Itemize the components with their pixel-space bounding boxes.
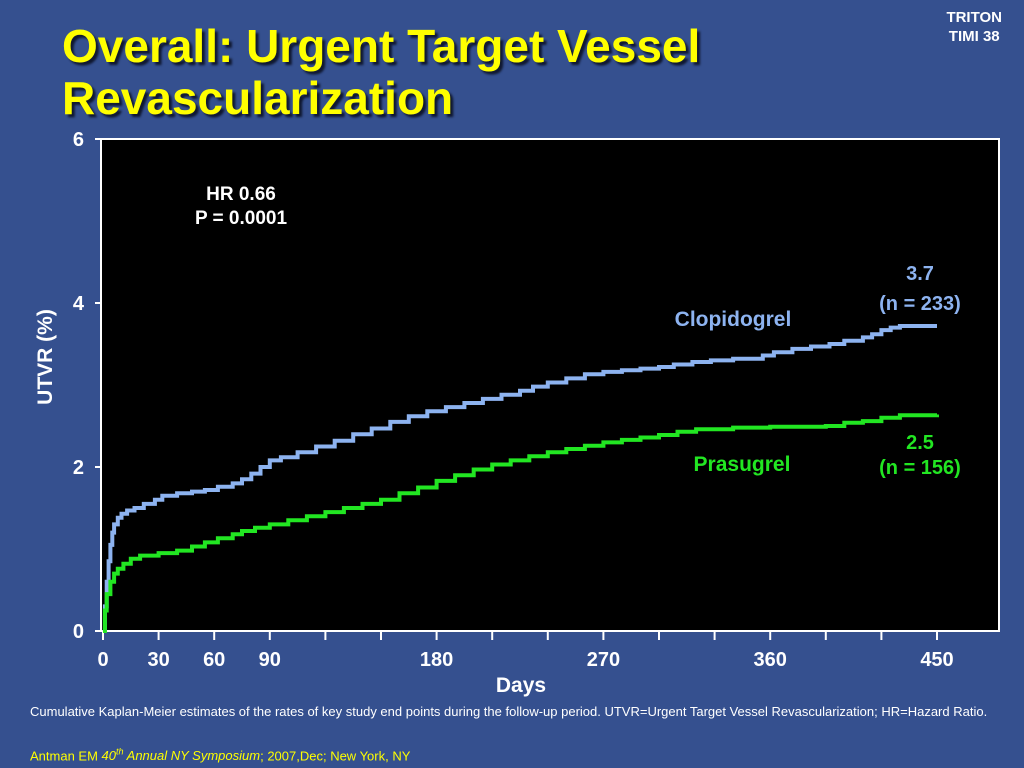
citation-author: Antman EM [30, 748, 102, 764]
x-tick-label-180: 180 [420, 649, 453, 671]
x-axis: 0 30 60 90 180 270 360 450 [97, 631, 954, 671]
citation-rest: ; 2007,Dec; New York, NY [260, 748, 411, 764]
y-axis: 0 2 4 6 [73, 129, 101, 643]
series-lines [102, 324, 939, 633]
y-tick-label-2: 2 [73, 457, 84, 479]
study-tag: TRITON TIMI 38 [946, 8, 1002, 46]
citation-ordinal: 40 [101, 748, 116, 764]
study-tag-line-1: TRITON [946, 9, 1002, 26]
x-tick-label-270: 270 [587, 649, 620, 671]
end-n-prasugrel: (n = 156) [879, 457, 961, 479]
p-value-annotation: P = 0.0001 [195, 208, 288, 229]
slide-title-line-2: Revascularization [62, 72, 454, 124]
y-axis-label: UTVR (%) [34, 309, 57, 405]
x-tick-label-90: 90 [259, 649, 281, 671]
end-value-clopidogrel: 3.7 [906, 263, 934, 285]
hazard-ratio-annotation: HR 0.66 [206, 184, 276, 205]
slide-title-line-1: Overall: Urgent Target Vessel [62, 20, 701, 72]
end-n-clopidogrel: (n = 233) [879, 293, 961, 315]
y-tick-label-4: 4 [73, 293, 85, 315]
plot-area [100, 138, 1000, 632]
y-tick-label-0: 0 [73, 621, 84, 643]
end-value-prasugrel: 2.5 [906, 432, 934, 454]
x-tick-label-30: 30 [147, 649, 169, 671]
series-label-prasugrel: Prasugrel [694, 453, 791, 476]
slide-title: Overall: Urgent Target Vessel Revascular… [62, 20, 882, 124]
x-tick-label-0: 0 [97, 649, 108, 671]
x-axis-label: Days [496, 674, 546, 697]
series-line-prasugrel [102, 413, 939, 633]
study-tag-line-2: TIMI 38 [948, 28, 1000, 45]
citation-event: 40th Annual NY Symposium [101, 747, 261, 764]
citation-event-name: Annual NY Symposium [123, 748, 261, 764]
y-tick-label-6: 6 [73, 129, 84, 151]
x-tick-label-60: 60 [203, 649, 225, 671]
x-tick-label-450: 450 [920, 649, 953, 671]
series-label-clopidogrel: Clopidogrel [675, 308, 792, 331]
figure-caption: Cumulative Kaplan-Meier estimates of the… [30, 704, 988, 719]
x-tick-label-360: 360 [754, 649, 787, 671]
citation-ordinal-suffix: th [116, 747, 124, 757]
citation: Antman EM 40th Annual NY Symposium; 2007… [30, 744, 410, 764]
series-line-clopidogrel [102, 324, 937, 633]
